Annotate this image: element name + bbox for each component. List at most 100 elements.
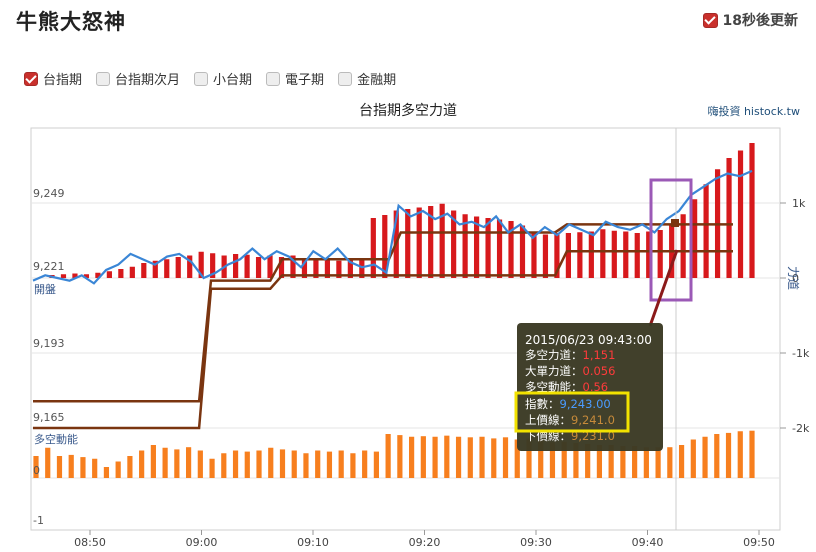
momentum-bar xyxy=(326,451,333,478)
contract-label: 電子期 xyxy=(285,73,325,88)
power-bar xyxy=(588,231,594,278)
momentum-bar xyxy=(80,457,86,478)
power-bar xyxy=(359,260,365,278)
power-bar xyxy=(565,233,571,278)
checkbox-unchecked-icon[interactable] xyxy=(338,71,353,86)
upper-band-line xyxy=(33,223,733,403)
power-bar xyxy=(634,233,640,278)
contract-option-1[interactable]: 台指期次月 xyxy=(96,69,180,88)
refresh-label: 18秒後更新 xyxy=(722,13,798,29)
power-bar xyxy=(749,143,755,278)
power-bar xyxy=(278,257,285,278)
momentum-bar xyxy=(655,447,661,478)
momentum-bar xyxy=(350,453,356,478)
momentum-bar xyxy=(643,447,649,478)
tooltip-row-value: 1,151 xyxy=(583,348,616,362)
checkbox-checked-icon[interactable] xyxy=(24,71,38,86)
momentum-bar xyxy=(561,441,567,478)
momentum-tick-label: -1 xyxy=(33,514,44,527)
power-bar xyxy=(370,218,376,278)
power-bar xyxy=(152,260,158,278)
power-bar xyxy=(508,221,514,278)
tooltip-row-value: 0.056 xyxy=(583,364,616,378)
momentum-bar xyxy=(385,434,391,478)
power-bar xyxy=(60,274,67,278)
momentum-bar xyxy=(397,435,403,478)
power-bar xyxy=(336,260,342,278)
right-tick-label: -1k xyxy=(792,347,810,360)
momentum-bar xyxy=(632,446,638,478)
momentum-bar xyxy=(362,450,368,478)
momentum-bar xyxy=(256,450,262,478)
power-bar xyxy=(301,258,308,278)
power-bar xyxy=(198,251,204,278)
contract-selector: 台指期 台指期次月 小台期 電子期 金融期 xyxy=(24,69,410,88)
contract-option-0[interactable]: 台指期 xyxy=(24,69,82,88)
x-tick-label: 09:10 xyxy=(297,536,329,549)
power-bar xyxy=(451,210,457,278)
power-bar xyxy=(118,269,124,278)
momentum-bar xyxy=(174,449,180,478)
momentum-bar xyxy=(479,436,485,478)
contract-option-4[interactable]: 金融期 xyxy=(338,69,396,88)
refresh-checkbox-icon[interactable] xyxy=(702,12,718,28)
power-bar xyxy=(428,206,434,278)
pointer-line xyxy=(648,249,679,327)
momentum-bar xyxy=(596,445,603,478)
contract-option-2[interactable]: 小台期 xyxy=(194,69,252,88)
momentum-bar xyxy=(737,431,743,478)
tooltip-row-label: 多空動能： xyxy=(525,380,583,394)
momentum-bar xyxy=(115,461,121,478)
momentum-bar xyxy=(749,430,755,478)
momentum-bar xyxy=(221,453,227,478)
momentum-bar xyxy=(491,438,497,478)
power-bar xyxy=(164,259,170,278)
momentum-bar xyxy=(725,432,732,478)
checkbox-unchecked-icon[interactable] xyxy=(266,71,281,86)
momentum-bar xyxy=(45,447,51,478)
momentum-bar xyxy=(209,458,215,478)
momentum-bar xyxy=(103,467,110,478)
power-bar xyxy=(129,266,135,278)
momentum-bar xyxy=(549,442,556,478)
power-bar xyxy=(95,272,101,278)
momentum-bar xyxy=(150,445,156,478)
power-bar xyxy=(623,231,629,278)
momentum-bar xyxy=(244,451,250,478)
momentum-bar xyxy=(585,443,591,478)
power-bar xyxy=(473,216,480,278)
power-bar xyxy=(347,259,353,278)
power-bar xyxy=(680,214,686,278)
x-tick-label: 09:50 xyxy=(743,536,775,549)
right-tick-label: 0 xyxy=(792,272,799,285)
left-tick-label: 9,193 xyxy=(33,337,65,350)
momentum-bar xyxy=(232,450,239,478)
momentum-bars xyxy=(33,430,755,478)
tooltip-row-1: 大單力道：0.056 xyxy=(525,364,615,378)
power-bar xyxy=(187,255,193,278)
checkbox-unchecked-icon[interactable] xyxy=(194,71,209,86)
power-bar xyxy=(577,232,583,278)
contract-option-3[interactable]: 電子期 xyxy=(266,69,324,88)
power-bar xyxy=(519,225,526,278)
checkbox-unchecked-icon[interactable] xyxy=(96,71,111,86)
left-tick-label: 9,165 xyxy=(33,411,65,424)
tooltip-row-2: 多空動能：0.56 xyxy=(525,380,608,394)
tooltip-row-value: 9,241.0 xyxy=(571,413,615,427)
power-bar xyxy=(531,231,537,278)
app-title: 牛熊大怒神 xyxy=(16,10,126,34)
credit-link[interactable]: 嗨投資 histock.tw xyxy=(707,105,800,118)
momentum-bar xyxy=(444,435,450,478)
left-tick-label: 9,221 xyxy=(33,260,65,273)
momentum-bar xyxy=(608,445,614,478)
power-bar xyxy=(255,257,262,278)
momentum-bar xyxy=(373,451,379,478)
momentum-bar xyxy=(127,456,133,478)
lower-band-line xyxy=(33,249,733,430)
auto-refresh-toggle[interactable]: 18秒後更新 xyxy=(702,10,798,30)
index-line xyxy=(32,169,753,285)
power-bar xyxy=(496,219,503,278)
momentum-bar xyxy=(538,439,544,478)
momentum-bar xyxy=(714,434,720,478)
